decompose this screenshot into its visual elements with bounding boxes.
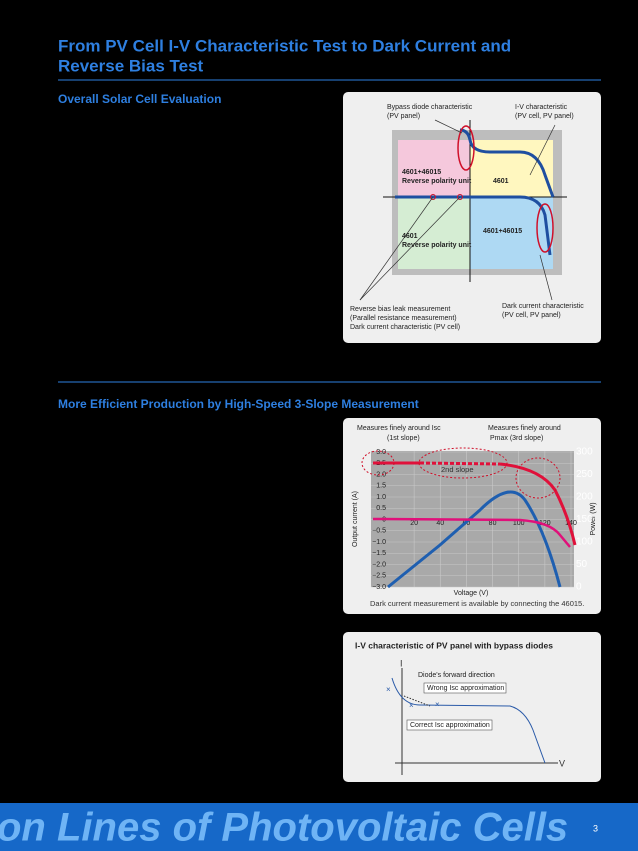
axis-label: I [400, 658, 403, 668]
title: Reverse Bias Test [58, 56, 204, 75]
label: Dark current characteristic [502, 303, 584, 310]
y-tick-label: 3.0 [376, 449, 386, 456]
axis-label: Voltage (V) [454, 590, 489, 597]
panel [343, 632, 601, 782]
label: (PV cell, PV panel) [515, 113, 574, 120]
section-heading: Overall Solar Cell Evaluation [58, 92, 221, 106]
leader [434, 119, 463, 134]
leader [539, 254, 553, 301]
curve [391, 677, 546, 764]
label: Diode's forward direction [418, 672, 495, 679]
quadrant [398, 197, 470, 269]
y-tick-label: −3.0 [372, 584, 386, 591]
page-number: 3 [593, 823, 598, 833]
y-tick-label: 0.5 [376, 505, 386, 512]
section-heading: More Efficient Production by High-Speed … [58, 397, 419, 411]
label: Dark current characteristic (PV cell) [350, 324, 460, 331]
y2-tick-label: 300 [576, 447, 593, 458]
x-tick-label: 40 [436, 520, 444, 527]
label: (1st slope) [387, 435, 420, 442]
label: 4601 [402, 233, 418, 240]
label: 4601+46015 [402, 169, 441, 176]
x-tick-label: 20 [410, 520, 418, 527]
x-tick-label: 100 [513, 520, 525, 527]
y2-tick-label: 100 [576, 537, 593, 548]
label: Measures finely around [488, 425, 561, 432]
x-tick-label: 120 [539, 520, 551, 527]
y-tick-label: 1.0 [376, 494, 386, 501]
axis-label: V [559, 758, 565, 768]
y2-tick-label: 150 [576, 514, 593, 525]
dark-curve [372, 517, 571, 548]
caption: Dark current measurement is available by… [370, 599, 584, 608]
figure2: Output current (A) Power (W) Voltage (V)… [343, 418, 601, 614]
x-tick-label: 80 [489, 520, 497, 527]
label: Reverse bias leak measurement [350, 306, 450, 313]
highlight [418, 447, 508, 479]
marker: × [435, 700, 440, 709]
current-curve [419, 461, 501, 466]
highlight [361, 450, 395, 476]
label: 2nd slope [441, 465, 474, 474]
y2-tick-label: 0 [576, 582, 582, 593]
y-tick-label: −0.5 [372, 528, 386, 535]
marker [430, 194, 436, 200]
label: Pmax (3rd slope) [490, 435, 543, 442]
marker: × [386, 685, 391, 694]
y-tick-label: 2.0 [376, 471, 386, 478]
label: 4601 [493, 178, 509, 185]
curve [395, 195, 552, 256]
label: (Parallel resistance measurement) [350, 315, 457, 322]
label: Measures finely around Isc [357, 425, 441, 432]
y2-tick-label: 200 [576, 492, 593, 503]
y-tick-label: −2.5 [372, 573, 386, 580]
highlight [457, 125, 475, 171]
box [423, 682, 507, 694]
leader [529, 124, 556, 176]
label: (PV panel) [387, 113, 420, 120]
leader [359, 196, 434, 301]
marker [457, 194, 463, 200]
label: Bypass diode characteristic [387, 104, 473, 111]
y-tick-label: −1.5 [372, 550, 386, 557]
label: I-V characteristic [515, 104, 568, 111]
label: Reverse polarity unit [402, 178, 472, 185]
highlight [515, 457, 561, 499]
leader [359, 196, 461, 301]
power-curve [387, 490, 562, 589]
y2-tick-label: 50 [576, 559, 588, 570]
figure1: Bypass diode characteristic (PV panel) I… [343, 92, 601, 343]
x-tick-label: 140 [565, 520, 577, 527]
y-tick-label: 1.5 [376, 483, 386, 490]
label: Wrong Isc approximation [427, 685, 504, 692]
y-tick-label: −2.0 [372, 561, 386, 568]
y-tick-label: −1.0 [372, 539, 386, 546]
label: Reverse polarity unit [402, 242, 472, 249]
title: From PV Cell I-V Characteristic Test to … [58, 36, 511, 55]
axis-label: Power (W) [590, 502, 597, 535]
quadrant [470, 197, 553, 269]
label: 4601+46015 [483, 228, 522, 235]
quadrant [470, 140, 553, 197]
y2-tick-label: 250 [576, 469, 593, 480]
banner [0, 803, 638, 851]
label: Correct Isc approximation [410, 722, 490, 729]
highlight [536, 203, 554, 253]
figure3: I-V characteristic of PV panel with bypa… [343, 632, 601, 782]
figure-title: I-V characteristic of PV panel with bypa… [355, 640, 553, 650]
box [406, 719, 493, 731]
marker: × [409, 701, 414, 710]
axis-label: Output current (A) [352, 491, 359, 547]
label: (PV cell, PV panel) [502, 312, 561, 319]
banner-text: on Lines of Photovoltaic Cells [0, 806, 568, 850]
